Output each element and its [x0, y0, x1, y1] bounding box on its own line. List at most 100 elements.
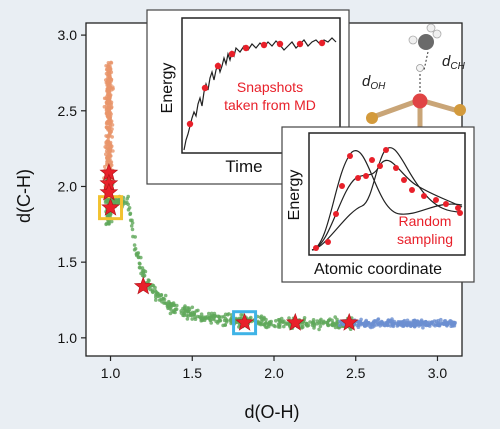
- y-tick-label: 1.5: [58, 254, 78, 270]
- scatter-point: [108, 74, 112, 78]
- md-snapshot-dot: [296, 40, 304, 48]
- scatter-point: [185, 313, 189, 318]
- x-tick-label: 2.5: [346, 365, 366, 381]
- star-marker: [101, 197, 120, 216]
- x-tick-label: 1.5: [183, 365, 203, 381]
- scatter-point: [107, 222, 111, 226]
- scatter-point: [104, 110, 109, 115]
- scatter-point: [228, 318, 233, 323]
- scatter-point: [161, 296, 165, 301]
- hydrogen-atom: [426, 23, 436, 33]
- carbon-atom: [418, 34, 434, 50]
- scatter-point: [222, 318, 227, 323]
- scatter-point: [110, 87, 114, 92]
- sample-dot: [409, 187, 415, 193]
- scatter-point: [221, 323, 225, 328]
- hydrogen-atom: [408, 35, 418, 45]
- sample-dot: [325, 239, 331, 245]
- scatter-point: [181, 306, 185, 311]
- sample-dot: [313, 245, 319, 251]
- inset-random-caption-line2: sampling: [397, 231, 453, 247]
- scatter-point: [107, 149, 112, 154]
- sample-dot: [383, 147, 389, 153]
- scatter-point: [285, 322, 290, 326]
- star-marker: [285, 312, 305, 331]
- ch-distance-marker: [423, 51, 429, 71]
- scatter-point: [154, 290, 158, 294]
- scatter-point: [249, 315, 253, 320]
- scatter-point: [371, 321, 375, 326]
- scatter-point: [162, 301, 166, 305]
- scatter-point: [107, 153, 112, 158]
- scatter-point: [190, 317, 194, 321]
- scatter-point: [109, 219, 114, 224]
- scatter-point: [105, 120, 109, 125]
- scatter-point: [153, 285, 157, 290]
- highlight-box: [232, 310, 258, 336]
- scatter-point: [272, 323, 276, 328]
- scatter-point: [430, 320, 435, 324]
- scatter-point: [363, 324, 368, 328]
- scatter-point: [200, 318, 204, 322]
- md-snapshot-dot: [242, 44, 250, 52]
- scatter-point: [301, 325, 305, 329]
- metal-atom: [454, 104, 466, 116]
- scatter-point: [107, 108, 112, 112]
- scatter-point: [413, 319, 417, 323]
- scatter-point: [123, 201, 128, 205]
- y-tick-label: 1.0: [58, 330, 78, 346]
- x-tick-label: 2.0: [264, 365, 284, 381]
- scatter-point: [195, 314, 200, 319]
- scatter-point: [108, 145, 113, 149]
- scatter-point: [130, 221, 135, 225]
- scatter-point: [211, 317, 216, 322]
- scatter-point: [181, 313, 185, 318]
- inset-random-xlabel: Atomic coordinate: [314, 261, 442, 278]
- inset-md-ylabel: Energy: [159, 63, 176, 114]
- scatter-point: [333, 315, 338, 319]
- scatter-point: [319, 321, 323, 325]
- scatter-point: [106, 134, 111, 138]
- scatter-point: [132, 248, 137, 252]
- scatter-point: [212, 314, 216, 318]
- scatter-point: [405, 318, 410, 323]
- x-tick-label: 1.0: [101, 365, 121, 381]
- scatter-point: [263, 325, 268, 329]
- metal-atom: [366, 112, 378, 124]
- scatter-point: [405, 323, 410, 328]
- scatter-point: [229, 321, 233, 326]
- scatter-point: [420, 322, 425, 327]
- scatter-point: [107, 126, 112, 130]
- scatter-point: [427, 320, 431, 325]
- scatter-point: [264, 321, 268, 325]
- scatter-point: [204, 316, 209, 320]
- scatter-point: [311, 318, 316, 322]
- scatter-point: [317, 327, 321, 332]
- oxygen-atom: [412, 93, 428, 109]
- sample-dot: [347, 153, 353, 159]
- scatter-point: [269, 319, 274, 324]
- scatter-point: [104, 103, 109, 108]
- scatter-point: [326, 323, 330, 327]
- scatter-point: [107, 78, 111, 83]
- scatter-point: [209, 321, 213, 325]
- sample-dot: [333, 211, 339, 217]
- md-snapshot-dot: [318, 39, 326, 47]
- scatter-point: [401, 321, 406, 326]
- scatter-point: [368, 322, 372, 326]
- inset-random-ylabel: Energy: [286, 170, 303, 221]
- sample-dot: [369, 157, 375, 163]
- sample-dot: [433, 197, 439, 203]
- scatter-point: [376, 318, 380, 322]
- scatter-point: [274, 319, 278, 323]
- scatter-point: [428, 324, 432, 328]
- x-tick-label: 3.0: [428, 365, 448, 381]
- surface-bond: [369, 97, 421, 121]
- scatter-point: [126, 194, 130, 199]
- scatter-point: [138, 262, 142, 266]
- tick-layer: 1.0 1.5 2.0 2.5 3.0 1.0 1.5 2.0 2.5 3.0: [58, 27, 448, 381]
- hydrogen-atom: [432, 29, 442, 39]
- scatter-point: [194, 309, 199, 313]
- scatter-point: [128, 211, 133, 216]
